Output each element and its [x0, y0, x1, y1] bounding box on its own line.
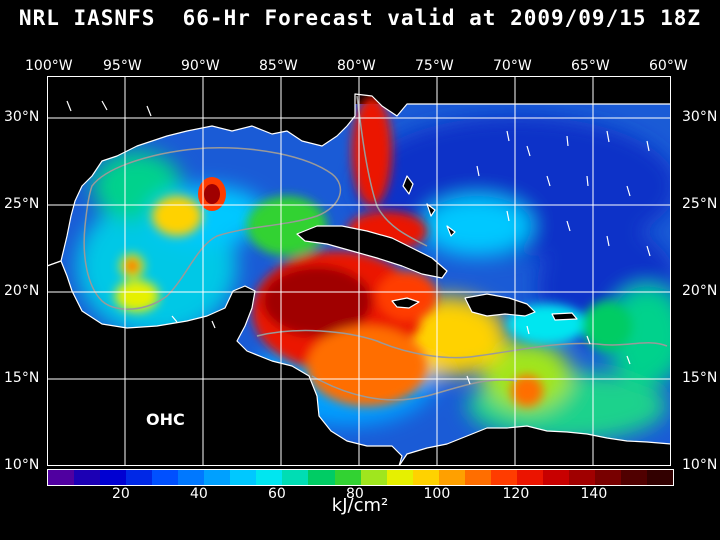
colorbar-cell: [126, 470, 153, 485]
lon-label: 75°W: [415, 58, 454, 74]
colorbar-cell: [412, 470, 439, 485]
landmass-hispaniola: [464, 293, 536, 317]
colorbar-cell: [568, 470, 595, 485]
colorbar-tick-label: 20: [112, 486, 130, 502]
colorbar-cell: [360, 470, 387, 485]
colorbar-cell: [621, 470, 648, 485]
current-vectors: [66, 100, 651, 385]
lat-label-right: 15°N: [682, 370, 718, 386]
lat-label-left: 25°N: [4, 196, 40, 212]
landmass-central-america: [47, 260, 403, 466]
colorbar-cell: [204, 470, 231, 485]
lon-label: 80°W: [337, 58, 376, 74]
colorbar-cell: [308, 470, 335, 485]
colorbar-tick-label: 120: [502, 486, 530, 502]
lon-label: 100°W: [25, 58, 73, 74]
map-canvas: [47, 76, 671, 466]
colorbar-cell: [386, 470, 413, 485]
map-frame: [47, 76, 671, 466]
colorbar-tick-label: 80: [346, 486, 364, 502]
colorbar: [47, 469, 674, 486]
colorbar-cell: [256, 470, 283, 485]
colorbar-tick-label: 140: [580, 486, 608, 502]
colorbar-cell: [594, 470, 622, 485]
lat-label-left: 15°N: [4, 370, 40, 386]
field-label: OHC: [146, 410, 185, 429]
colorbar-cell: [542, 470, 569, 485]
lon-label: 70°W: [493, 58, 532, 74]
lon-label: 90°W: [181, 58, 220, 74]
ocean-heat-content-map: [47, 76, 671, 466]
colorbar-cell: [282, 470, 309, 485]
colorbar-cell: [490, 470, 517, 485]
lat-label-right: 20°N: [682, 283, 718, 299]
colorbar-tick-label: 40: [190, 486, 208, 502]
colorbar-cell: [230, 470, 257, 485]
map-title: NRL IASNFS 66-Hr Forecast valid at 2009/…: [18, 6, 702, 30]
lon-label: 95°W: [103, 58, 142, 74]
landmass-bahamas: [402, 175, 456, 237]
landmass-cuba: [296, 225, 448, 279]
bathymetry-contours: [83, 95, 668, 401]
lat-label-left: 10°N: [4, 457, 40, 473]
colorbar-cell: [334, 470, 361, 485]
lon-label: 85°W: [259, 58, 298, 74]
lat-label-right: 25°N: [682, 196, 718, 212]
lon-label: 60°W: [649, 58, 688, 74]
lon-label: 65°W: [571, 58, 610, 74]
colorbar-cell: [438, 470, 465, 485]
colorbar-cell: [516, 470, 543, 485]
colorbar-cell: [48, 470, 75, 485]
colorbar-cell: [464, 470, 491, 485]
colorbar-cell: [74, 470, 101, 485]
lat-label-right: 30°N: [682, 109, 718, 125]
colorbar-cell: [178, 470, 205, 485]
landmass-south-america: [398, 425, 671, 466]
landmass-puerto-rico: [551, 312, 578, 321]
landmass-jamaica: [391, 297, 420, 309]
colorbar-units: kJ/cm²: [331, 495, 389, 516]
lat-label-right: 10°N: [682, 457, 718, 473]
lat-lon-grid: [47, 76, 671, 466]
lat-label-left: 20°N: [4, 283, 40, 299]
colorbar-cell: [100, 470, 127, 485]
colorbar-cell: [152, 470, 179, 485]
colorbar-cell: [647, 470, 674, 485]
colorbar-tick-label: 60: [268, 486, 286, 502]
colorbar-tick-label: 100: [423, 486, 451, 502]
lat-label-left: 30°N: [4, 109, 40, 125]
